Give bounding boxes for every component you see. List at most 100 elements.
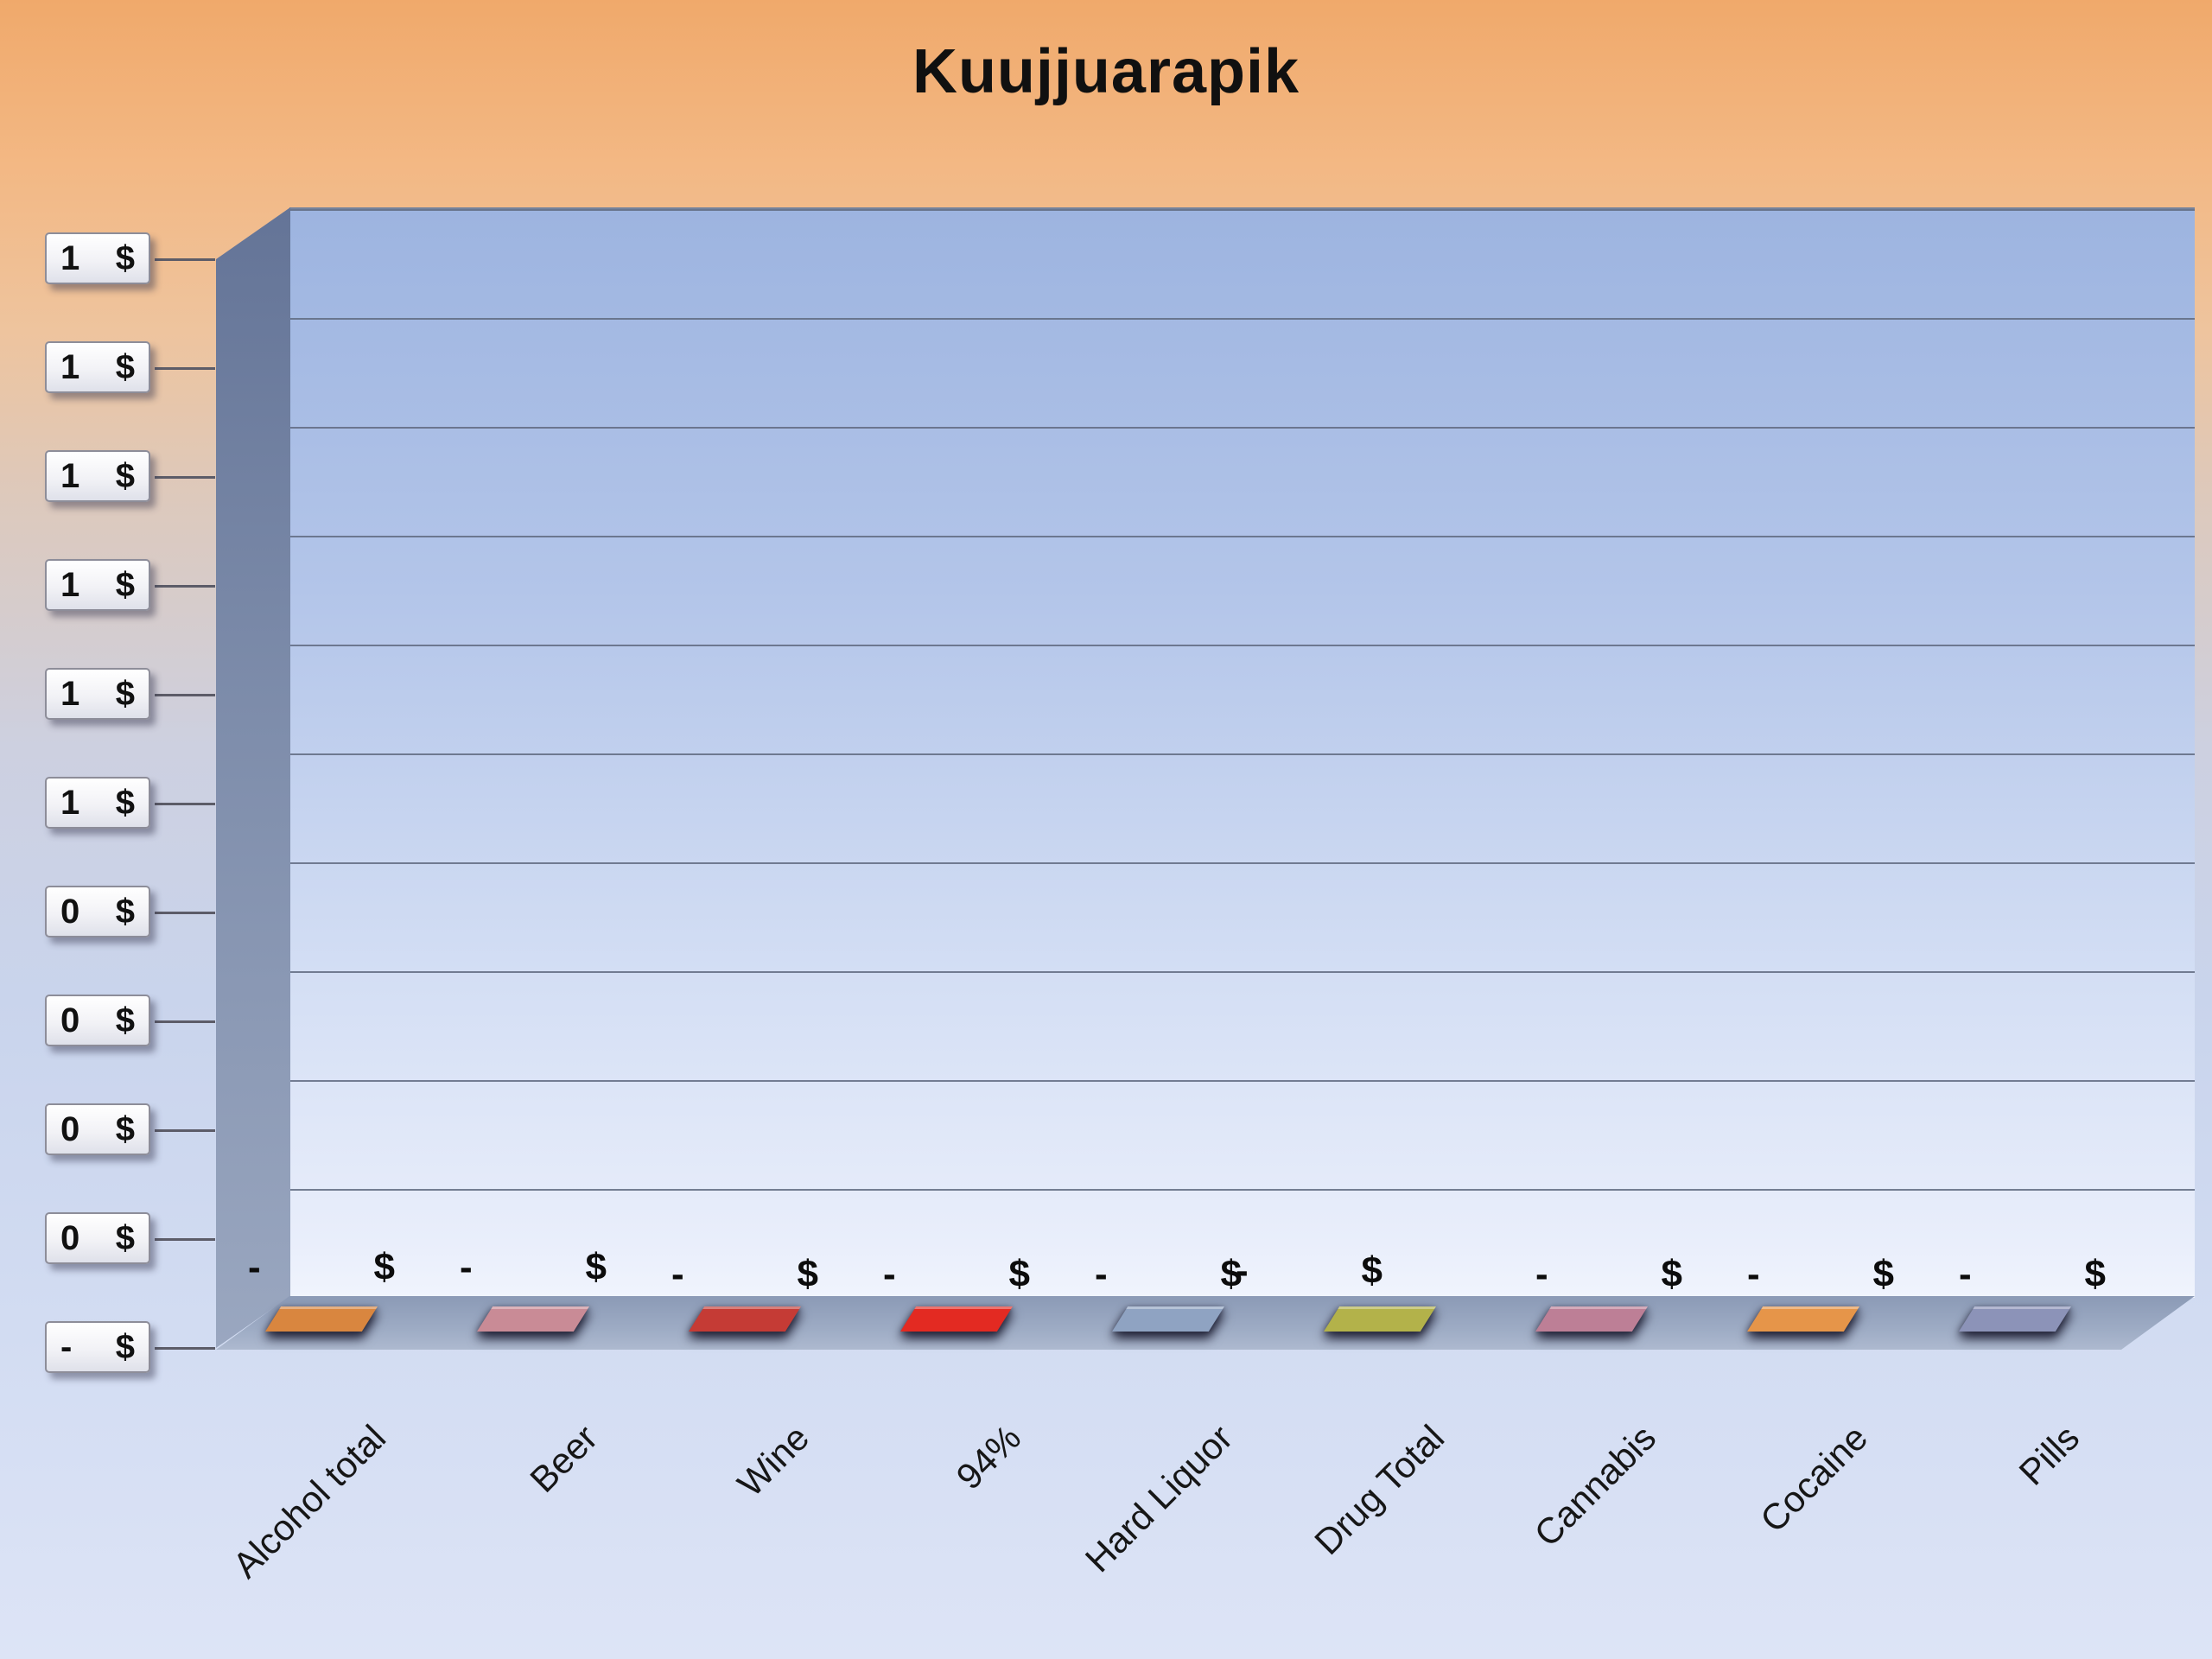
data-label: - $	[460, 1246, 607, 1289]
x-axis-label-cannabis: Cannabis	[1526, 1417, 1664, 1554]
y-axis-label: 0 $	[45, 1103, 150, 1155]
data-label: - $	[248, 1246, 395, 1289]
data-label-value: -	[1959, 1253, 1972, 1295]
y-axis-label: - $	[45, 1321, 150, 1373]
data-label: - $	[1959, 1253, 2106, 1296]
y-axis-currency: $	[115, 456, 135, 495]
data-label-currency: $	[1220, 1253, 1242, 1295]
data-label-currency: $	[1008, 1253, 1030, 1295]
y-axis-currency: $	[115, 1109, 135, 1148]
data-label-value: -	[1747, 1253, 1760, 1295]
data-label-currency: $	[585, 1246, 607, 1288]
data-label-value: -	[460, 1246, 473, 1288]
y-axis-currency: $	[115, 674, 135, 713]
data-label: - $	[1747, 1253, 1894, 1296]
chart-title: Kuujjuarapik	[912, 37, 1300, 106]
bar-94pct	[900, 1306, 1013, 1332]
y-axis-label: 1 $	[45, 232, 150, 284]
data-label-value: -	[883, 1253, 896, 1295]
bar-pills	[1959, 1306, 2071, 1332]
data-label-value: -	[1535, 1253, 1548, 1295]
bar-face	[1959, 1306, 2071, 1332]
y-tick-mark	[155, 258, 215, 261]
x-axis-label-cocaine: Cocaine	[1752, 1417, 1876, 1541]
y-axis-currency: $	[115, 1327, 135, 1366]
y-tick-mark	[155, 1238, 215, 1241]
data-label-currency: $	[1361, 1249, 1382, 1292]
bar-alcohol-total	[265, 1306, 378, 1332]
y-tick-mark	[155, 1129, 215, 1132]
y-axis-value: 0	[60, 1109, 80, 1148]
y-axis-label: 0 $	[45, 995, 150, 1046]
plot-back-wall	[289, 207, 2195, 1298]
y-axis-value: 1	[60, 238, 80, 277]
x-axis-label-pills: Pills	[2011, 1417, 2088, 1493]
y-axis-label: 1 $	[45, 450, 150, 502]
data-label: - $	[883, 1253, 1030, 1296]
bar-face	[1747, 1306, 1859, 1332]
y-axis-value: 1	[60, 783, 80, 822]
y-axis-label: 1 $	[45, 777, 150, 829]
data-label: - $	[1535, 1253, 1682, 1296]
x-axis-label-wine: Wine	[729, 1417, 817, 1504]
y-axis-currency: $	[115, 892, 135, 931]
y-axis-currency: $	[115, 347, 135, 386]
data-label: - $	[1095, 1253, 1242, 1296]
y-axis-currency: $	[115, 783, 135, 822]
y-axis-label: 1 $	[45, 559, 150, 611]
bar-face	[265, 1306, 378, 1332]
y-tick-mark	[155, 912, 215, 914]
x-axis-label-beer: Beer	[522, 1417, 606, 1500]
bar-face	[1324, 1306, 1436, 1332]
y-axis-value: -	[60, 1327, 73, 1366]
x-axis-label-alcohol-total: Alcohol total	[225, 1417, 394, 1586]
y-axis-currency: $	[115, 565, 135, 604]
y-axis-value: 1	[60, 674, 80, 713]
data-label-value: -	[248, 1246, 261, 1288]
bar-face	[689, 1306, 801, 1332]
y-axis-label: 1 $	[45, 341, 150, 393]
x-axis-label-drug-total: Drug Total	[1306, 1417, 1452, 1563]
bar-face	[1535, 1306, 1648, 1332]
y-axis-value: 0	[60, 892, 80, 931]
y-axis-value: 0	[60, 1218, 80, 1257]
y-axis-value: 0	[60, 1001, 80, 1039]
bar-hard-liquor	[1112, 1306, 1224, 1332]
bar-cocaine	[1747, 1306, 1859, 1332]
y-tick-mark	[155, 803, 215, 805]
bar-face	[900, 1306, 1013, 1332]
y-axis-currency: $	[115, 238, 135, 277]
bar-wine	[689, 1306, 801, 1332]
bar-drug-total	[1324, 1306, 1436, 1332]
y-tick-mark	[155, 1347, 215, 1350]
data-label: - $	[671, 1253, 818, 1296]
data-label-value: -	[671, 1253, 684, 1295]
y-tick-mark	[155, 1020, 215, 1023]
y-axis-label: 0 $	[45, 1212, 150, 1264]
bar-face	[1112, 1306, 1224, 1332]
y-axis-currency: $	[115, 1218, 135, 1257]
data-label-currency: $	[1872, 1253, 1894, 1295]
y-axis-value: 1	[60, 347, 80, 386]
y-axis-value: 1	[60, 565, 80, 604]
data-label-currency: $	[797, 1253, 818, 1295]
y-axis-currency: $	[115, 1001, 135, 1039]
y-tick-mark	[155, 476, 215, 479]
data-label: - $	[1236, 1249, 1382, 1293]
data-label-currency: $	[1661, 1253, 1682, 1295]
data-label-value: -	[1236, 1249, 1249, 1292]
y-tick-mark	[155, 367, 215, 370]
y-axis-value: 1	[60, 456, 80, 495]
x-axis-label-hard-liquor: Hard Liquor	[1077, 1417, 1241, 1580]
y-axis-label: 0 $	[45, 886, 150, 938]
data-label-value: -	[1095, 1253, 1108, 1295]
data-label-currency: $	[2084, 1253, 2106, 1295]
data-label-currency: $	[373, 1246, 395, 1288]
x-axis-label-94pct: 94%	[948, 1417, 1029, 1497]
bar-face	[477, 1306, 589, 1332]
bar-beer	[477, 1306, 589, 1332]
plot-left-wall	[216, 207, 290, 1348]
bar-cannabis	[1535, 1306, 1648, 1332]
y-axis-label: 1 $	[45, 668, 150, 720]
y-tick-mark	[155, 585, 215, 588]
